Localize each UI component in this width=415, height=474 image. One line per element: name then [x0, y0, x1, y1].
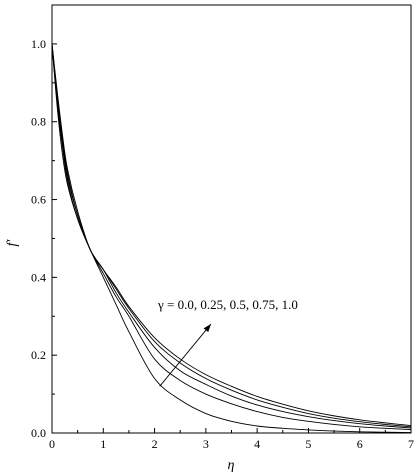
y-tick-label: 0.2 [31, 348, 46, 362]
series-line-4 [51, 43, 412, 427]
x-axis: 0 1 2 3 4 5 6 7 [49, 428, 414, 451]
y-tick-label: 0.8 [31, 115, 46, 129]
x-tick-label: 4 [254, 437, 260, 451]
gamma-annotation: γ = 0.0, 0.25, 0.5, 0.75, 1.0 [157, 297, 298, 312]
series-line-1 [51, 43, 412, 430]
series-line-0 [51, 43, 412, 434]
plot-frame [51, 4, 412, 434]
annotation-arrow [159, 323, 212, 387]
x-tick-label: 5 [305, 437, 311, 451]
x-tick-label: 7 [408, 437, 414, 451]
y-tick-label: 0.6 [31, 193, 46, 207]
y-axis: 0.0 0.2 0.4 0.6 0.8 1.0 [31, 37, 57, 440]
series-line-3 [51, 43, 412, 428]
y-axis-label: f′ [5, 239, 20, 247]
y-tick-label: 0.0 [31, 426, 46, 440]
series-curves [51, 43, 412, 434]
x-axis-label: η [228, 458, 235, 473]
x-tick-label: 2 [152, 437, 158, 451]
y-tick-label: 1.0 [31, 37, 46, 51]
x-tick-label: 6 [357, 437, 363, 451]
x-tick-label: 3 [203, 437, 209, 451]
annotation-arrowhead [203, 324, 211, 333]
y-tick-label: 0.4 [31, 270, 46, 284]
x-tick-label: 0 [49, 437, 55, 451]
series-line-2 [51, 43, 412, 429]
x-tick-label: 1 [100, 437, 106, 451]
